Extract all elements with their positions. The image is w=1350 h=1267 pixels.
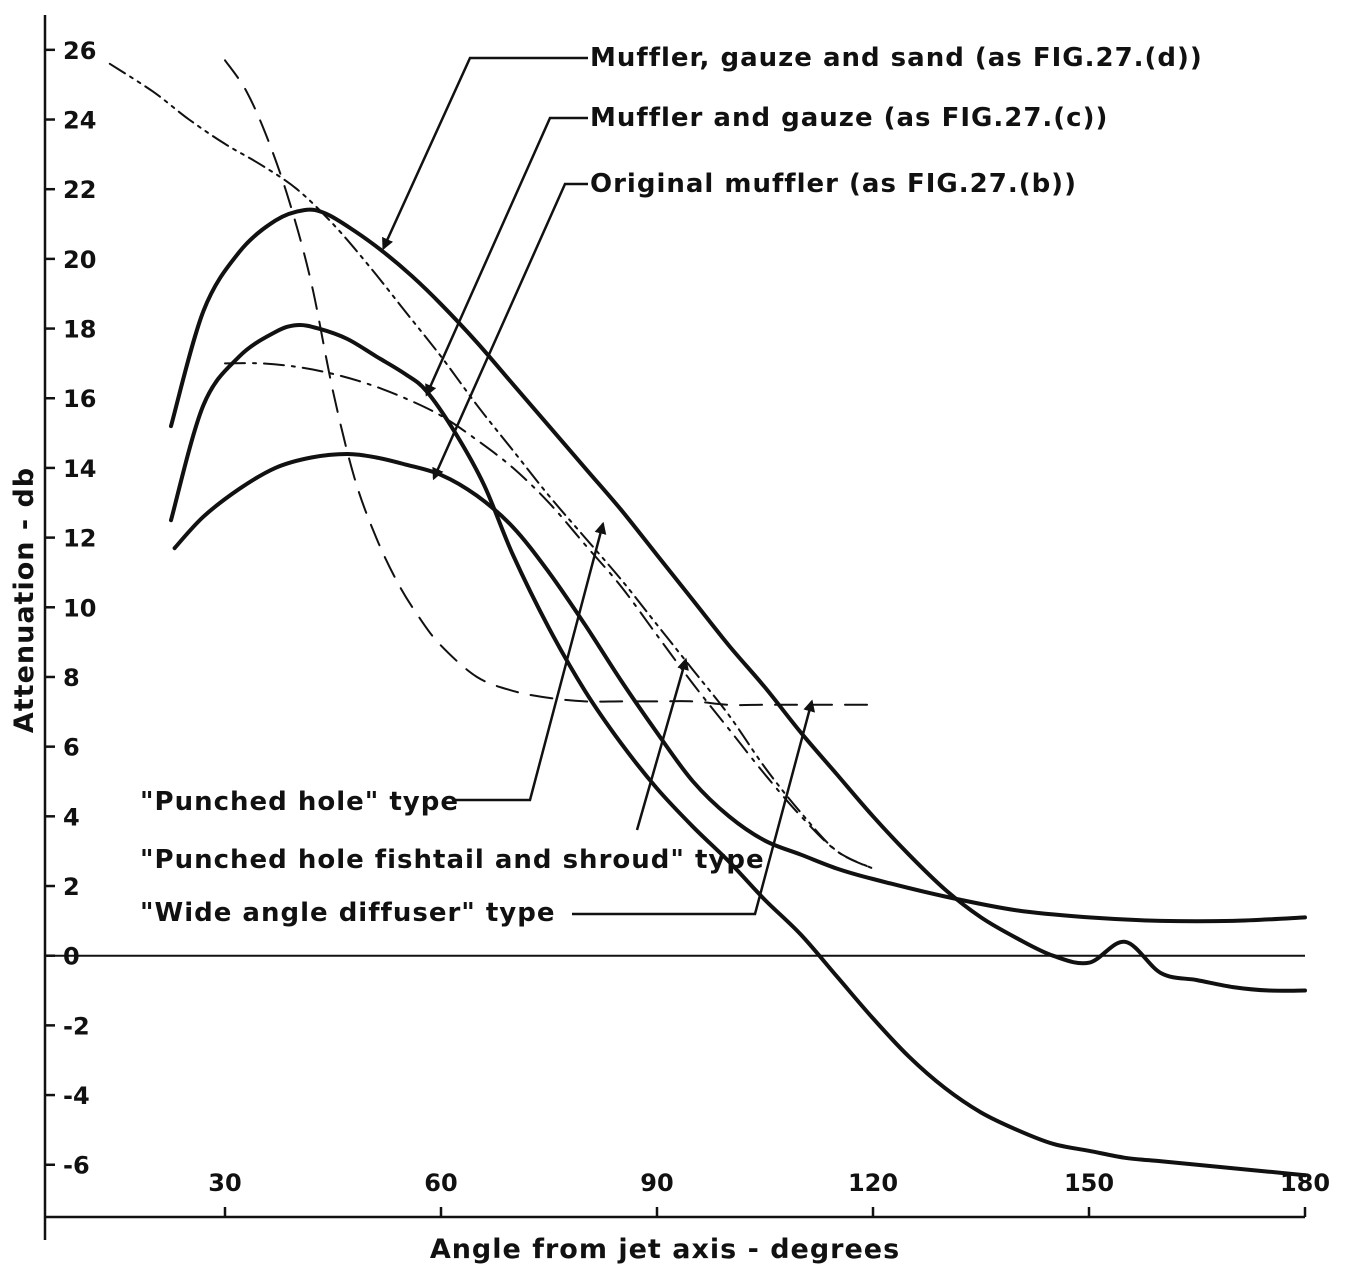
- x-tick-label: 60: [424, 1169, 457, 1197]
- annotation-label-5: "Punched hole fishtail and shroud" type: [140, 845, 765, 875]
- annotation-label-2: Muffler and gauze (as FIG.27.(c)): [590, 103, 1108, 133]
- y-tick-label: -6: [63, 1152, 90, 1180]
- y-tick-label: -2: [63, 1012, 90, 1040]
- annotation-arrow-1: [382, 56, 588, 251]
- y-tick-label: 22: [63, 176, 96, 204]
- series-line-3: [172, 451, 1307, 924]
- y-tick-label: 2: [63, 873, 80, 901]
- series-group: [108, 59, 1307, 1178]
- y-tick-label: 12: [63, 525, 96, 553]
- y-tick-label: 6: [63, 734, 80, 762]
- x-tick-label: 30: [208, 1169, 241, 1197]
- y-tick-label: -4: [63, 1082, 90, 1110]
- x-tick-label: 120: [848, 1169, 898, 1197]
- annotations-group: Muffler, gauze and sand (as FIG.27.(d)) M…: [140, 43, 1203, 928]
- x-tick-label: 150: [1064, 1169, 1114, 1197]
- annotation-arrow-6: [572, 699, 816, 916]
- series-line-5: [108, 62, 874, 870]
- series-line-1: [169, 207, 1307, 993]
- y-tick-label: 16: [63, 385, 96, 413]
- y-tick-label: 18: [63, 316, 96, 344]
- annotation-arrow-5: [635, 657, 689, 831]
- annotation-arrow-4: [452, 521, 607, 802]
- y-tick-label: 24: [63, 107, 96, 135]
- x-tick-label: 90: [640, 1169, 673, 1197]
- axes: [43, 15, 1305, 1240]
- series-line-4: [224, 362, 874, 870]
- y-tick-label: 4: [63, 803, 80, 831]
- annotation-label-6: "Wide angle diffuser" type: [140, 898, 556, 928]
- annotation-label-4: "Punched hole" type: [140, 787, 459, 817]
- annotation-label-3: Original muffler (as FIG.27.(b)): [590, 169, 1077, 199]
- y-axis-title: Attenuation - db: [9, 467, 40, 733]
- annotation-label-1: Muffler, gauze and sand (as FIG.27.(d)): [590, 43, 1203, 73]
- y-tick-label: 26: [63, 37, 96, 65]
- series-line-6: [224, 59, 874, 707]
- y-tick-label: 10: [63, 594, 96, 622]
- y-tick-label: 8: [63, 664, 80, 692]
- series-line-2: [169, 322, 1307, 1178]
- y-tick-label: 14: [63, 455, 96, 483]
- x-axis-title: Angle from jet axis - degrees: [430, 1234, 900, 1265]
- y-tick-label: 20: [63, 246, 96, 274]
- annotation-arrow-2: [425, 116, 588, 397]
- annotation-arrow-3: [432, 182, 588, 481]
